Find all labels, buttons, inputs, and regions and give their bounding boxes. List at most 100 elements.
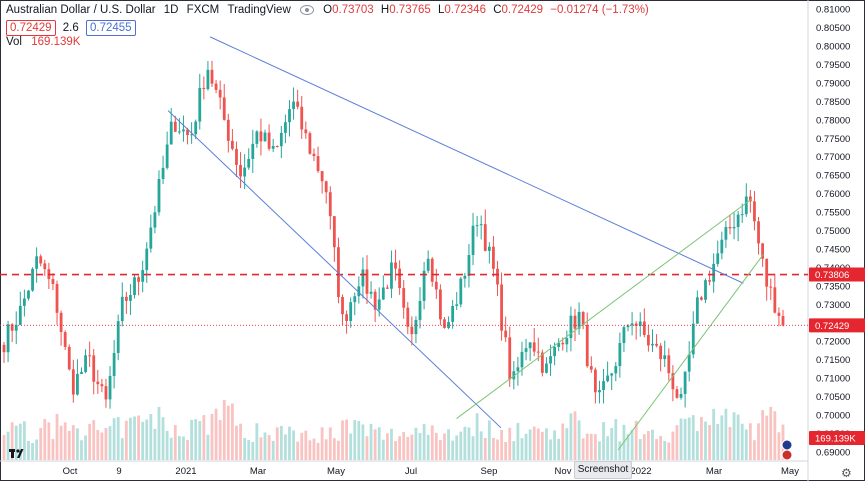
candle[interactable] (332, 216, 336, 248)
candle[interactable] (381, 287, 385, 300)
candle[interactable] (606, 375, 610, 382)
candle[interactable] (736, 214, 740, 228)
candle[interactable] (206, 69, 210, 90)
candle[interactable] (312, 153, 316, 157)
candle[interactable] (500, 284, 503, 331)
candle[interactable] (634, 323, 638, 326)
candle[interactable] (341, 297, 344, 315)
candle[interactable] (434, 281, 438, 290)
candle[interactable] (124, 296, 128, 301)
candle[interactable] (561, 342, 565, 345)
candle[interactable] (459, 278, 463, 305)
channel-upper-line[interactable] (456, 198, 752, 419)
candle[interactable] (683, 371, 687, 394)
candle[interactable] (773, 287, 777, 313)
candle[interactable] (63, 332, 67, 347)
candle[interactable] (577, 311, 581, 329)
candle[interactable] (651, 343, 654, 346)
candle[interactable] (406, 307, 410, 327)
candle[interactable] (116, 321, 120, 353)
candle[interactable] (96, 381, 100, 385)
candle[interactable] (353, 296, 357, 303)
candle[interactable] (630, 323, 634, 326)
candle[interactable] (402, 288, 406, 308)
symbol-name[interactable]: Australian Dollar / U.S. Dollar (6, 4, 156, 16)
candle[interactable] (671, 373, 675, 390)
candle[interactable] (545, 363, 548, 373)
candle[interactable] (712, 263, 716, 282)
candle[interactable] (638, 321, 642, 326)
candle[interactable] (708, 280, 711, 282)
candle[interactable] (10, 324, 14, 331)
candle[interactable] (71, 369, 75, 395)
candle[interactable] (398, 268, 402, 289)
candle[interactable] (732, 227, 736, 229)
candle[interactable] (226, 119, 230, 141)
candle[interactable] (573, 315, 577, 329)
candle[interactable] (475, 225, 479, 227)
candle[interactable] (169, 121, 173, 145)
candle[interactable] (247, 158, 251, 168)
candle[interactable] (365, 269, 369, 294)
candle[interactable] (190, 134, 194, 136)
candle[interactable] (129, 295, 132, 301)
candle[interactable] (508, 337, 512, 380)
candle[interactable] (320, 171, 324, 182)
interval-label[interactable]: 1D (163, 4, 179, 16)
candle[interactable] (271, 146, 275, 149)
candle[interactable] (328, 192, 332, 217)
candle[interactable] (740, 214, 744, 216)
candle[interactable] (777, 312, 781, 316)
candle[interactable] (443, 319, 446, 328)
candle[interactable] (430, 258, 434, 282)
candle[interactable] (655, 343, 658, 346)
candle[interactable] (394, 262, 397, 269)
candle[interactable] (728, 226, 732, 229)
candle[interactable] (602, 381, 605, 391)
candle[interactable] (84, 355, 87, 373)
candle[interactable] (565, 338, 569, 345)
candle[interactable] (284, 122, 287, 133)
candle[interactable] (288, 109, 291, 123)
candle[interactable] (724, 226, 728, 240)
candle[interactable] (133, 277, 136, 296)
candle[interactable] (512, 371, 516, 380)
candle[interactable] (349, 302, 353, 321)
candle[interactable] (720, 239, 724, 254)
candle[interactable] (414, 319, 418, 335)
candle[interactable] (744, 196, 748, 215)
channel-lower-line[interactable] (617, 253, 764, 451)
candle[interactable] (487, 246, 491, 251)
candle[interactable] (76, 373, 79, 395)
candle[interactable] (695, 297, 699, 324)
candle[interactable] (275, 146, 279, 148)
candle[interactable] (292, 101, 295, 110)
candle[interactable] (92, 355, 96, 382)
australia-flag-icon[interactable] (781, 439, 793, 451)
candle[interactable] (471, 225, 475, 256)
candle[interactable] (255, 131, 259, 144)
candle[interactable] (324, 181, 328, 193)
candle[interactable] (14, 324, 18, 331)
candle[interactable] (22, 298, 26, 306)
candle[interactable] (483, 224, 487, 251)
candle[interactable] (614, 366, 618, 374)
tradingview-logo-icon[interactable] (8, 445, 24, 461)
candle[interactable] (748, 196, 752, 202)
candle[interactable] (369, 291, 373, 294)
candle[interactable] (214, 83, 218, 90)
candle[interactable] (198, 87, 202, 122)
candle[interactable] (492, 246, 495, 269)
candle[interactable] (55, 283, 59, 313)
buy-button[interactable]: 0.72455 (85, 20, 136, 36)
candle[interactable] (585, 324, 589, 367)
candle[interactable] (165, 144, 169, 168)
candle[interactable] (267, 132, 271, 149)
candle[interactable] (593, 369, 597, 393)
candle[interactable] (618, 342, 622, 367)
candle[interactable] (516, 367, 520, 372)
candle[interactable] (532, 342, 536, 352)
candle[interactable] (153, 212, 157, 228)
candle[interactable] (112, 352, 116, 376)
candle[interactable] (769, 286, 773, 288)
